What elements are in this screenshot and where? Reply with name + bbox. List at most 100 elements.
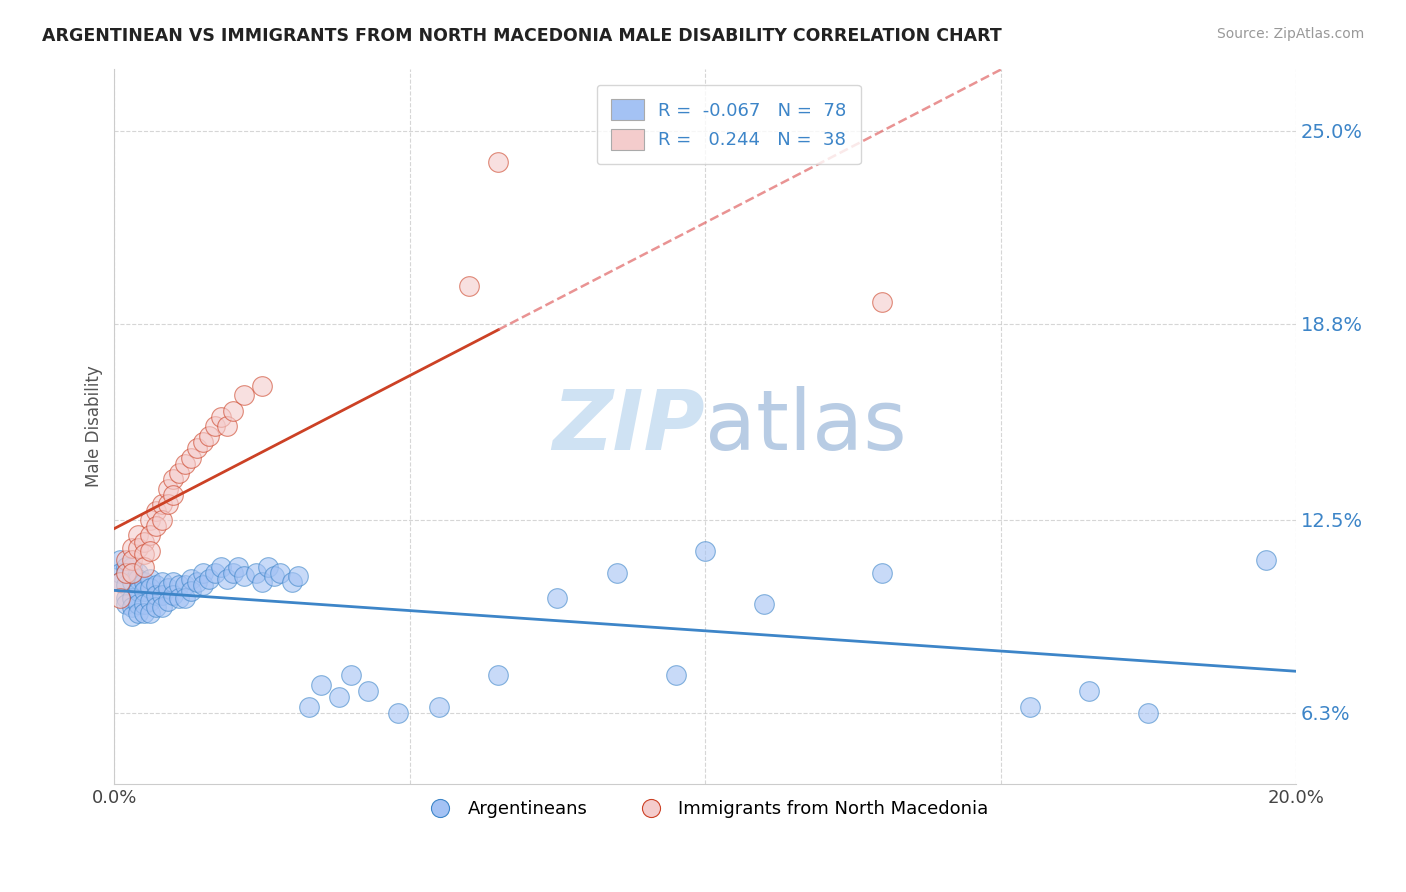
Point (872, 566, 894, 580)
Text: ZIP: ZIP (553, 386, 706, 467)
Point (221, 566, 243, 580)
Point (1137, 706, 1160, 720)
Point (127, 597, 149, 611)
Point (250, 379, 273, 393)
Point (169, 591, 191, 605)
Point (174, 591, 197, 605)
Point (132, 606, 155, 620)
Point (1256, 553, 1278, 567)
Point (127, 528, 149, 542)
Point (156, 497, 179, 511)
Point (162, 488, 184, 502)
Point (186, 442, 208, 456)
Point (191, 566, 214, 580)
Text: Source: ZipAtlas.com: Source: ZipAtlas.com (1216, 27, 1364, 41)
Point (132, 575, 155, 590)
Point (145, 503, 167, 517)
Point (186, 575, 208, 590)
Point (606, 566, 628, 580)
Point (215, 572, 238, 586)
Point (228, 559, 250, 574)
Point (233, 388, 256, 402)
Point (250, 575, 273, 590)
Y-axis label: Male Disability: Male Disability (86, 366, 103, 487)
Point (215, 419, 238, 434)
Point (150, 600, 173, 615)
Point (257, 559, 280, 574)
Legend: Argentineans, Immigrants from North Macedonia: Argentineans, Immigrants from North Mace… (415, 793, 995, 825)
Point (132, 547, 155, 561)
Point (191, 578, 214, 592)
Point (486, 155, 509, 169)
Point (546, 591, 568, 605)
Point (280, 575, 302, 590)
Point (132, 584, 155, 599)
Point (145, 578, 167, 592)
Point (174, 578, 197, 592)
Point (174, 457, 197, 471)
Point (156, 482, 179, 496)
Point (127, 606, 149, 620)
Point (121, 541, 143, 555)
Point (121, 566, 143, 580)
Point (1019, 699, 1042, 714)
Point (169, 466, 191, 480)
Point (139, 572, 162, 586)
Point (872, 295, 894, 310)
Point (132, 597, 155, 611)
Point (298, 699, 321, 714)
Point (156, 594, 179, 608)
Point (132, 534, 155, 549)
Point (486, 668, 509, 682)
Point (139, 582, 162, 596)
Point (121, 609, 143, 624)
Point (115, 553, 138, 567)
Point (121, 566, 143, 580)
Point (150, 497, 173, 511)
Point (221, 404, 243, 418)
Point (115, 591, 138, 605)
Point (180, 450, 202, 465)
Point (110, 566, 132, 580)
Point (209, 559, 232, 574)
Point (198, 429, 221, 443)
Point (127, 572, 149, 586)
Point (110, 575, 132, 590)
Point (127, 584, 149, 599)
Point (387, 706, 409, 720)
Point (339, 668, 361, 682)
Point (665, 668, 688, 682)
Point (209, 410, 232, 425)
Text: atlas: atlas (706, 386, 907, 467)
Point (121, 559, 143, 574)
Point (269, 566, 291, 580)
Point (139, 594, 162, 608)
Point (162, 588, 184, 602)
Point (139, 544, 162, 558)
Point (139, 528, 162, 542)
Point (233, 569, 256, 583)
Text: ARGENTINEAN VS IMMIGRANTS FROM NORTH MACEDONIA MALE DISABILITY CORRELATION CHART: ARGENTINEAN VS IMMIGRANTS FROM NORTH MAC… (42, 27, 1002, 45)
Point (121, 575, 143, 590)
Point (121, 600, 143, 615)
Point (115, 578, 138, 592)
Point (139, 513, 162, 527)
Point (115, 566, 138, 580)
Point (191, 435, 214, 450)
Point (121, 591, 143, 605)
Point (115, 566, 138, 580)
Point (180, 572, 202, 586)
Point (1078, 684, 1101, 698)
Point (198, 572, 221, 586)
Point (695, 544, 717, 558)
Point (427, 699, 450, 714)
Point (121, 553, 143, 567)
Point (162, 472, 184, 486)
Point (110, 575, 132, 590)
Point (115, 597, 138, 611)
Point (150, 575, 173, 590)
Point (127, 541, 149, 555)
Point (150, 513, 173, 527)
Point (145, 519, 167, 533)
Point (132, 559, 155, 574)
